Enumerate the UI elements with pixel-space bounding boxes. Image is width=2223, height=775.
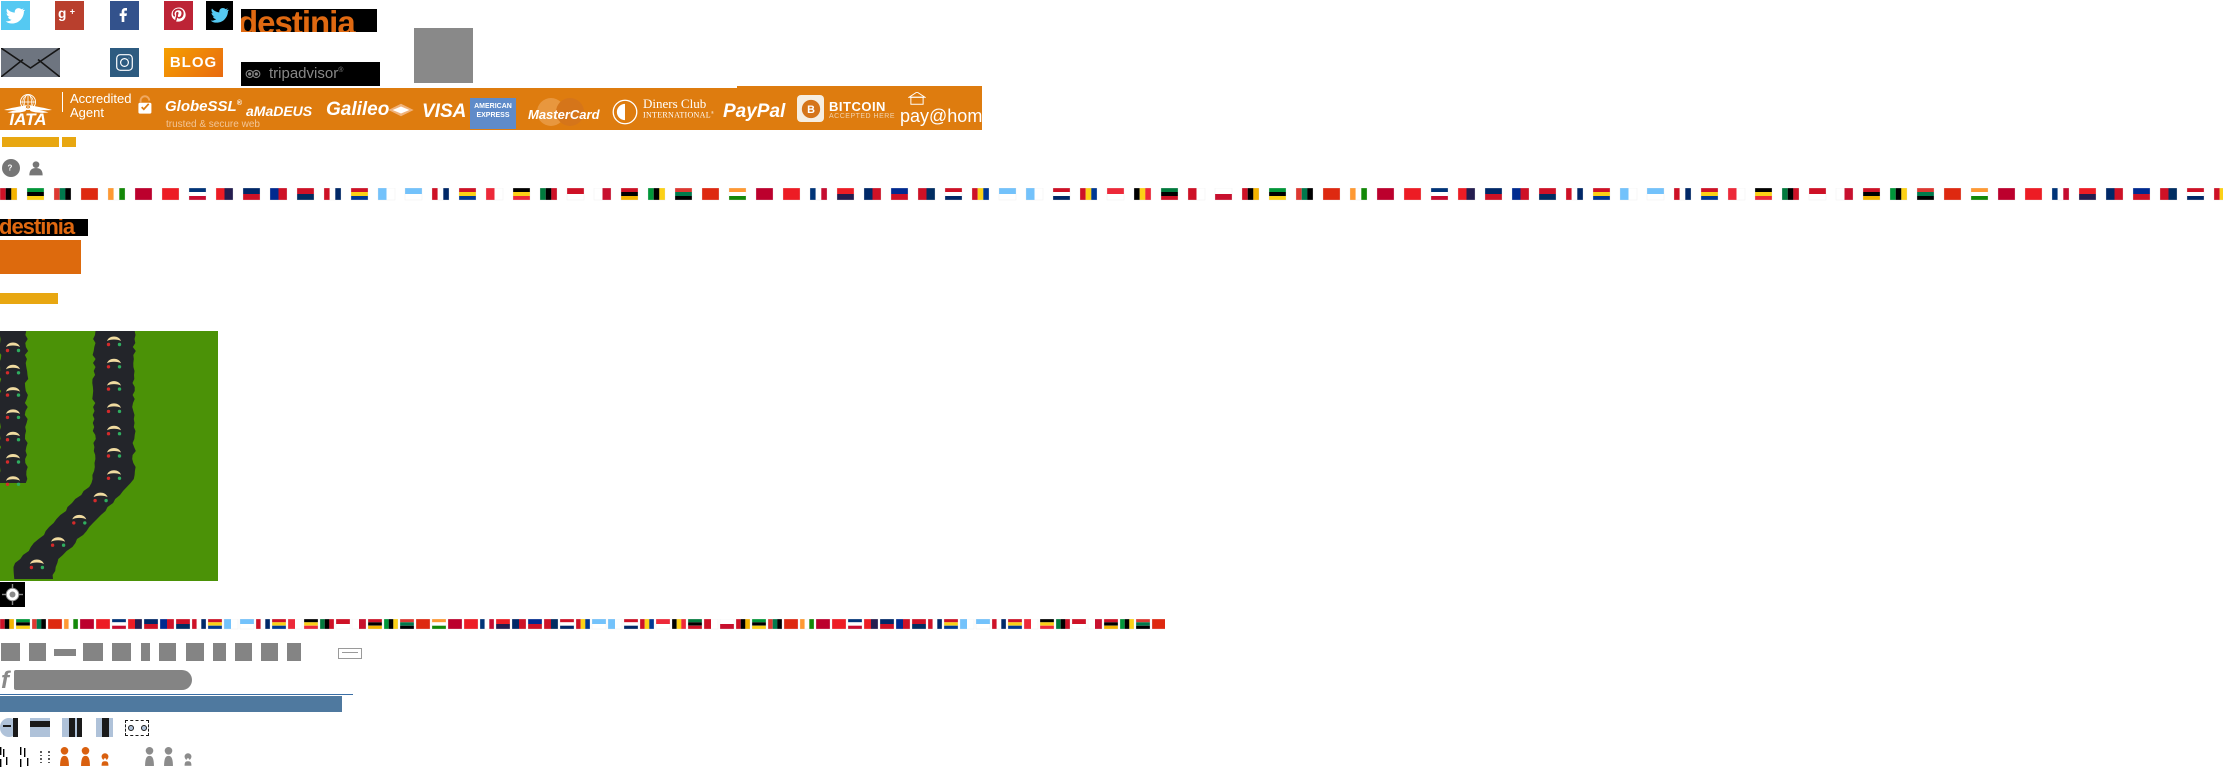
svg-text:?: ? [8,164,13,173]
svg-text:B: B [807,104,815,116]
svg-text:g: g [58,6,66,21]
svg-text:IATA: IATA [9,110,46,128]
svg-text:+: + [70,7,75,17]
